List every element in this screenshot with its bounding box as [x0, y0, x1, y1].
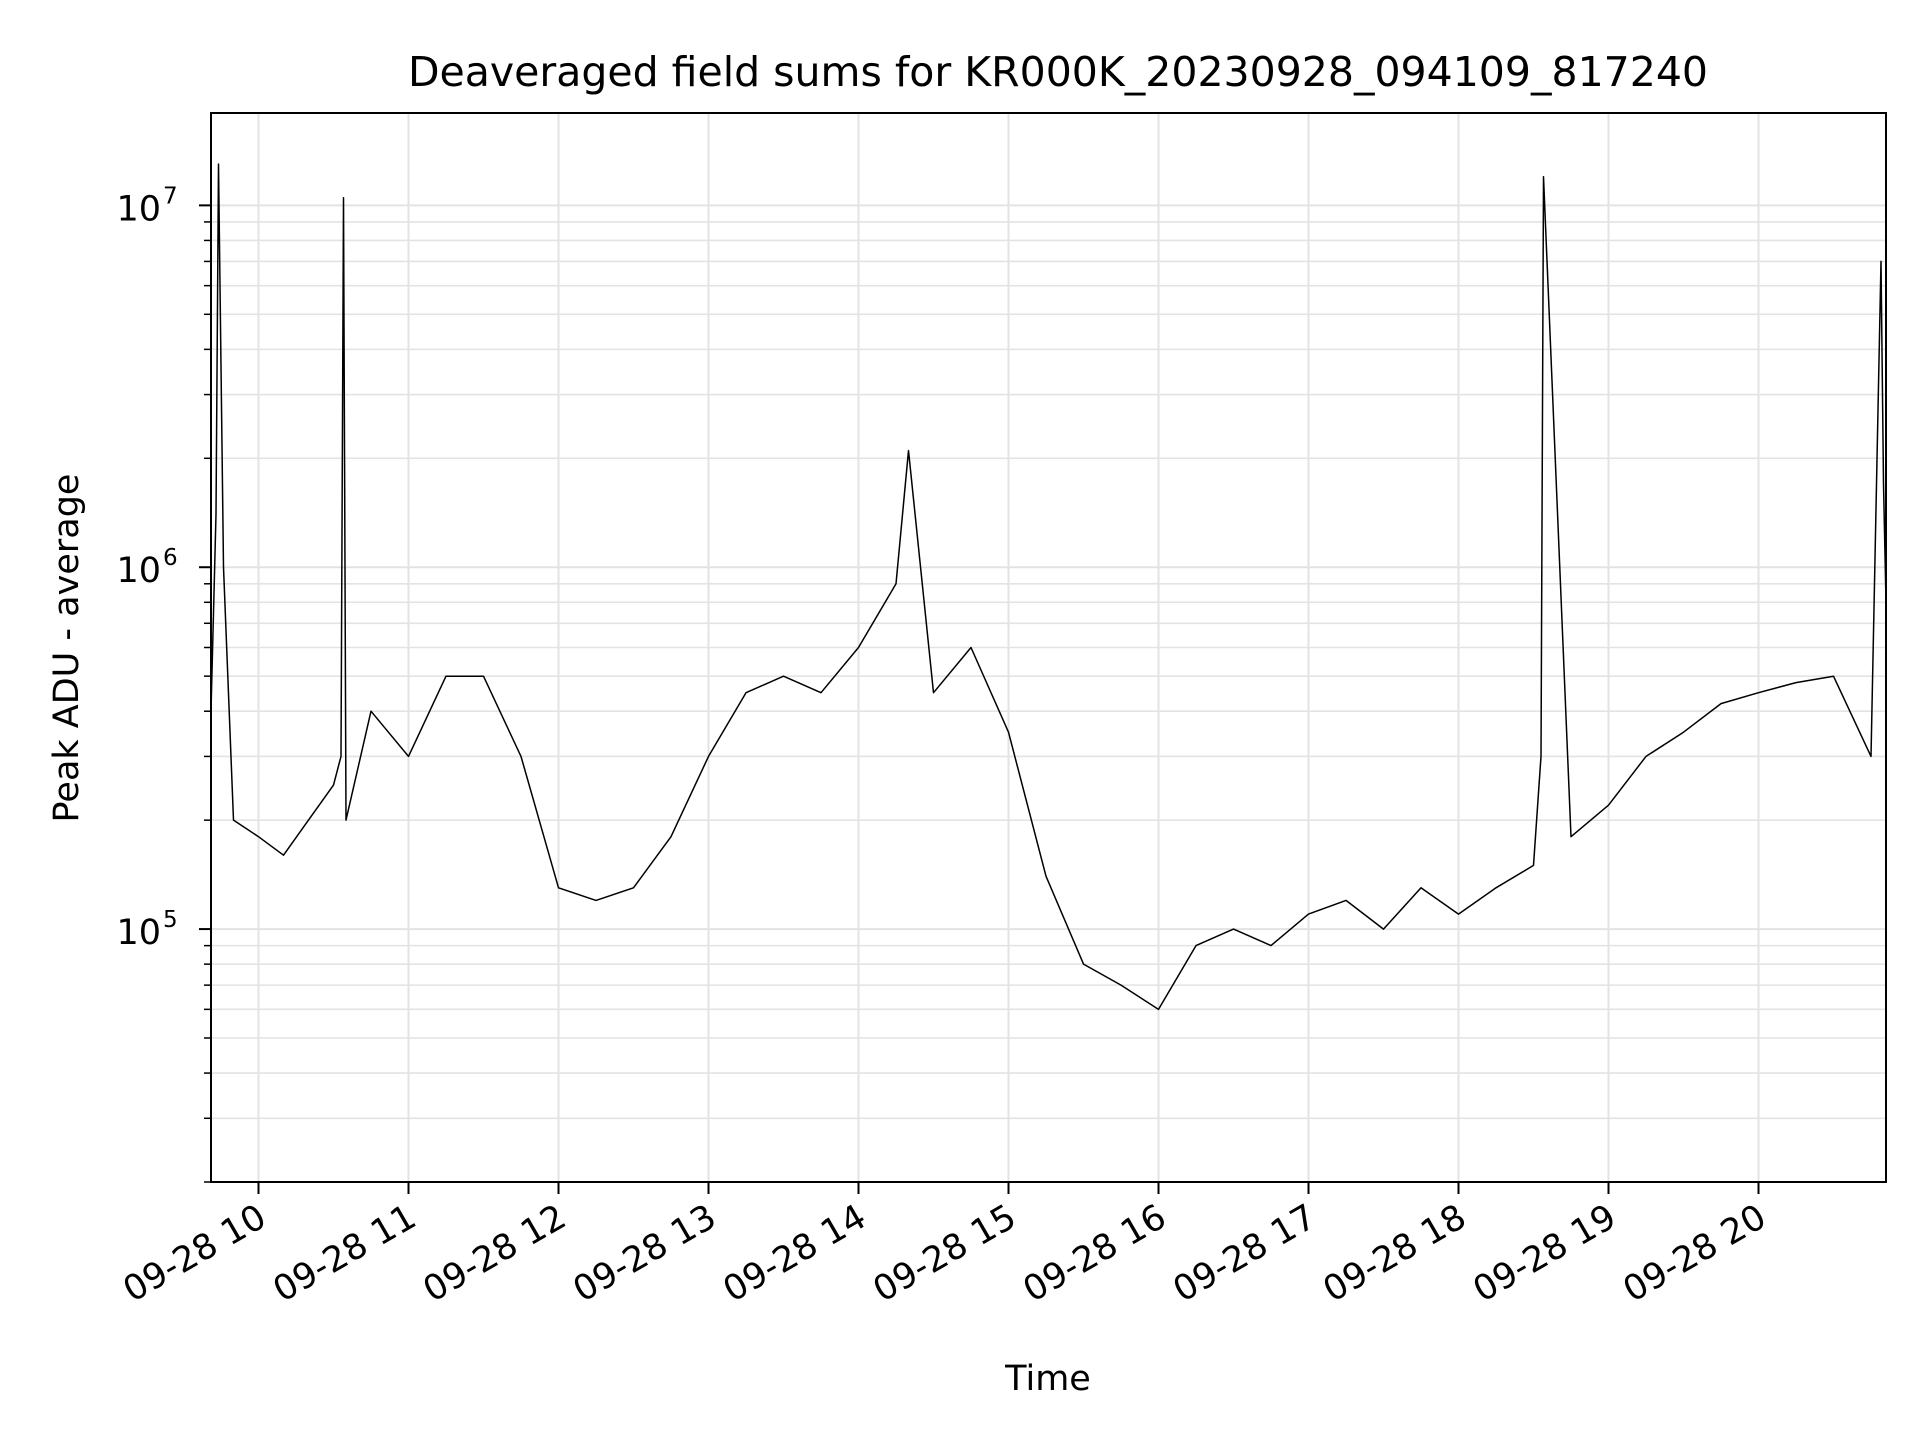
y-tick-label: 10: [116, 551, 161, 591]
y-tick-label: 10: [116, 913, 161, 953]
y-axis-label: Peak ADU - average: [47, 474, 87, 823]
y-tick-exponent: 5: [163, 907, 178, 933]
y-tick-exponent: 6: [163, 545, 178, 571]
y-grid-lines: [211, 204, 1886, 1183]
data-series: [210, 163, 1887, 1011]
x-grid-lines: [257, 113, 1760, 1182]
series-line: [210, 163, 1887, 1011]
y-tick-exponent: 7: [163, 183, 178, 209]
y-tick-label: 10: [116, 189, 161, 229]
x-axis-label: Time: [1004, 1359, 1091, 1399]
chart-title: Deaveraged field sums for KR000K_2023092…: [408, 48, 1708, 96]
